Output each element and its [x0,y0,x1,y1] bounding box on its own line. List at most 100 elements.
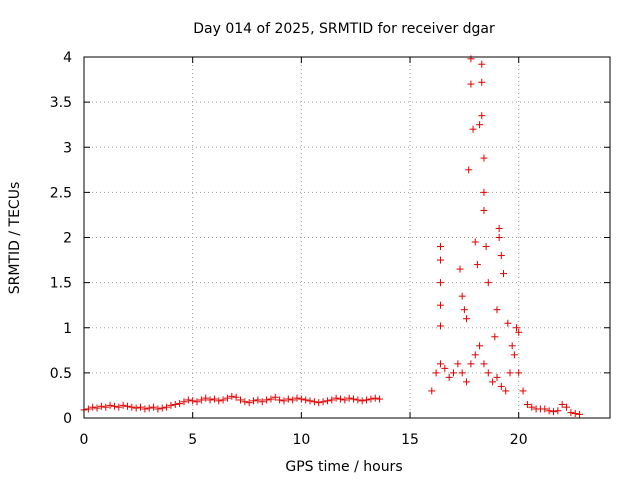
data-point [576,410,584,418]
data-point [167,401,175,409]
data-point [232,393,240,401]
data-point [515,369,523,377]
data-point [254,396,262,404]
data-point [371,394,379,402]
y-tick-label: 2.5 [50,185,72,201]
y-axis-title: SRMTID / TECUs [7,182,23,295]
data-point [469,125,477,133]
data-point [97,402,105,410]
grid-lines [84,56,610,418]
data-point [132,404,140,412]
data-point [554,407,562,415]
data-point [358,397,366,405]
plot-frame [83,56,611,419]
data-point [436,322,444,330]
data-point [115,403,123,411]
data-point [436,256,444,264]
y-tick-label: 2 [63,231,72,247]
data-point [293,394,301,402]
data-point [154,405,162,413]
data-point [467,80,475,88]
data-point [276,396,284,404]
chart-title: Day 014 of 2025, SRMTID for receiver dga… [193,21,495,37]
data-point [502,387,510,395]
y-tick-label: 1.5 [50,276,72,292]
data-point [128,403,136,411]
data-point [476,121,484,129]
data-point [476,342,484,350]
data-point [519,387,527,395]
y-tick-label: 0.5 [50,366,72,382]
data-point [450,369,458,377]
data-point [510,351,518,359]
data-points [80,55,584,418]
y-tick-label: 0 [63,411,72,427]
data-point [110,402,118,410]
data-point [499,270,507,278]
data-point [206,396,214,404]
data-point [541,405,549,413]
data-point [491,333,499,341]
data-point [456,265,464,273]
data-point [141,405,149,413]
data-point [558,400,566,408]
data-point [184,396,192,404]
data-point [478,78,486,86]
data-point [228,392,236,400]
data-point [319,398,327,406]
data-point [545,407,553,415]
data-point [250,397,258,405]
data-point [376,395,384,403]
x-tick-labels: 0 5 10 15 20 [80,432,528,448]
x-axis-title: GPS time / hours [285,459,402,475]
data-point [497,252,505,260]
y-tick-label: 1 [63,321,72,337]
data-point [297,395,305,403]
data-point [480,154,488,162]
data-point [341,396,349,404]
data-point [123,402,131,410]
data-point [467,360,475,368]
x-tick-label: 10 [292,432,310,448]
data-point [471,351,479,359]
data-point [428,387,436,395]
data-point [258,398,266,406]
data-point [180,398,188,406]
data-point [193,398,201,406]
data-point [306,397,314,405]
data-point [106,401,114,409]
data-point [497,382,505,390]
data-point [84,405,92,413]
data-point [189,397,197,405]
axis-ticks [83,56,610,419]
data-point [241,398,249,406]
data-point [493,373,501,381]
data-point [489,378,497,386]
data-point [506,369,514,377]
data-point [315,399,323,407]
data-point [436,360,444,368]
y-tick-label: 3.5 [50,95,72,111]
data-point [350,395,358,403]
data-point [478,112,486,120]
data-point [504,319,512,327]
data-point [484,279,492,287]
data-point [528,403,536,411]
data-point [245,399,253,407]
data-point [513,324,521,332]
data-point [463,315,471,323]
data-point [102,403,110,411]
data-point [436,243,444,251]
data-point [336,395,344,403]
data-point [236,396,244,404]
data-point [482,243,490,251]
x-tick-label: 15 [401,432,419,448]
data-point [495,234,503,241]
y-tick-label: 4 [63,50,72,66]
x-tick-label: 20 [510,432,528,448]
data-point [137,403,145,411]
data-point [145,404,153,412]
data-point [354,396,362,404]
data-point [323,397,331,405]
